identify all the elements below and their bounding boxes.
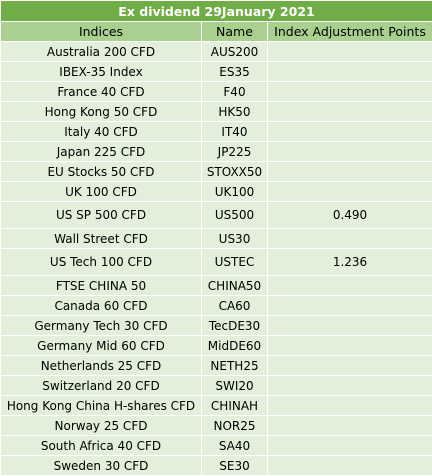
cell-index-name: France 40 CFD [1, 82, 202, 102]
cell-index-name: EU Stocks 50 CFD [1, 162, 202, 182]
cell-symbol: USTEC [202, 249, 268, 276]
cell-adjustment-points [268, 82, 432, 102]
cell-adjustment-points [268, 336, 432, 356]
cell-symbol: CHINAH [202, 396, 268, 416]
cell-adjustment-points [268, 162, 432, 182]
cell-symbol: CA60 [202, 296, 268, 316]
cell-adjustment-points [268, 276, 432, 296]
cell-index-name: Germany Mid 60 CFD [1, 336, 202, 356]
cell-adjustment-points [268, 229, 432, 249]
cell-symbol: STOXX50 [202, 162, 268, 182]
cell-adjustment-points: 1.236 [268, 249, 432, 276]
cell-adjustment-points [268, 376, 432, 396]
cell-symbol: UK100 [202, 182, 268, 202]
cell-index-name: FTSE CHINA 50 [1, 276, 202, 296]
column-header-name: Name [202, 22, 268, 42]
cell-adjustment-points [268, 62, 432, 82]
cell-index-name: Wall Street CFD [1, 229, 202, 249]
cell-index-name: Norway 25 CFD [1, 416, 202, 436]
cell-adjustment-points [268, 416, 432, 436]
cell-index-name: US Tech 100 CFD [1, 249, 202, 276]
cell-symbol: NETH25 [202, 356, 268, 376]
header-row: Indices Name Index Adjustment Points [1, 22, 432, 42]
cell-adjustment-points [268, 356, 432, 376]
cell-index-name: Japan 225 CFD [1, 142, 202, 162]
cell-symbol: JP225 [202, 142, 268, 162]
cell-index-name: Hong Kong 50 CFD [1, 102, 202, 122]
table-title: Ex dividend 29January 2021 [1, 1, 432, 22]
cell-index-name: IBEX-35 Index [1, 62, 202, 82]
cell-symbol: SE30 [202, 456, 268, 476]
cell-symbol: MidDE60 [202, 336, 268, 356]
cell-symbol: US30 [202, 229, 268, 249]
cell-index-name: Netherlands 25 CFD [1, 356, 202, 376]
cell-index-name: Australia 200 CFD [1, 42, 202, 62]
cell-symbol: IT40 [202, 122, 268, 142]
cell-symbol: TecDE30 [202, 316, 268, 336]
cell-adjustment-points: 0.490 [268, 202, 432, 229]
cell-adjustment-points [268, 122, 432, 142]
cell-index-name: Germany Tech 30 CFD [1, 316, 202, 336]
cell-adjustment-points [268, 182, 432, 202]
cell-adjustment-points [268, 296, 432, 316]
cell-symbol: SWI20 [202, 376, 268, 396]
cell-index-name: Sweden 30 CFD [1, 456, 202, 476]
cell-symbol: HK50 [202, 102, 268, 122]
column-header-adjustment-points: Index Adjustment Points [268, 22, 432, 42]
cell-index-name: UK 100 CFD [1, 182, 202, 202]
cell-adjustment-points [268, 396, 432, 416]
cell-index-name: Hong Kong China H-shares CFD [1, 396, 202, 416]
cell-adjustment-points [268, 436, 432, 456]
cell-symbol: CHINA50 [202, 276, 268, 296]
cell-symbol: US500 [202, 202, 268, 229]
cell-symbol: SA40 [202, 436, 268, 456]
cell-index-name: South Africa 40 CFD [1, 436, 202, 456]
cell-index-name: Switzerland 20 CFD [1, 376, 202, 396]
cell-symbol: F40 [202, 82, 268, 102]
cell-symbol: NOR25 [202, 416, 268, 436]
cell-index-name: Canada 60 CFD [1, 296, 202, 316]
cell-adjustment-points [268, 42, 432, 62]
cell-adjustment-points [268, 142, 432, 162]
cell-index-name: Italy 40 CFD [1, 122, 202, 142]
cell-adjustment-points [268, 316, 432, 336]
cell-adjustment-points [268, 102, 432, 122]
column-header-indices: Indices [1, 22, 202, 42]
cell-symbol: AUS200 [202, 42, 268, 62]
cell-symbol: ES35 [202, 62, 268, 82]
title-row: Ex dividend 29January 2021 [1, 1, 432, 22]
cell-index-name: US SP 500 CFD [1, 202, 202, 229]
cell-adjustment-points [268, 456, 432, 476]
